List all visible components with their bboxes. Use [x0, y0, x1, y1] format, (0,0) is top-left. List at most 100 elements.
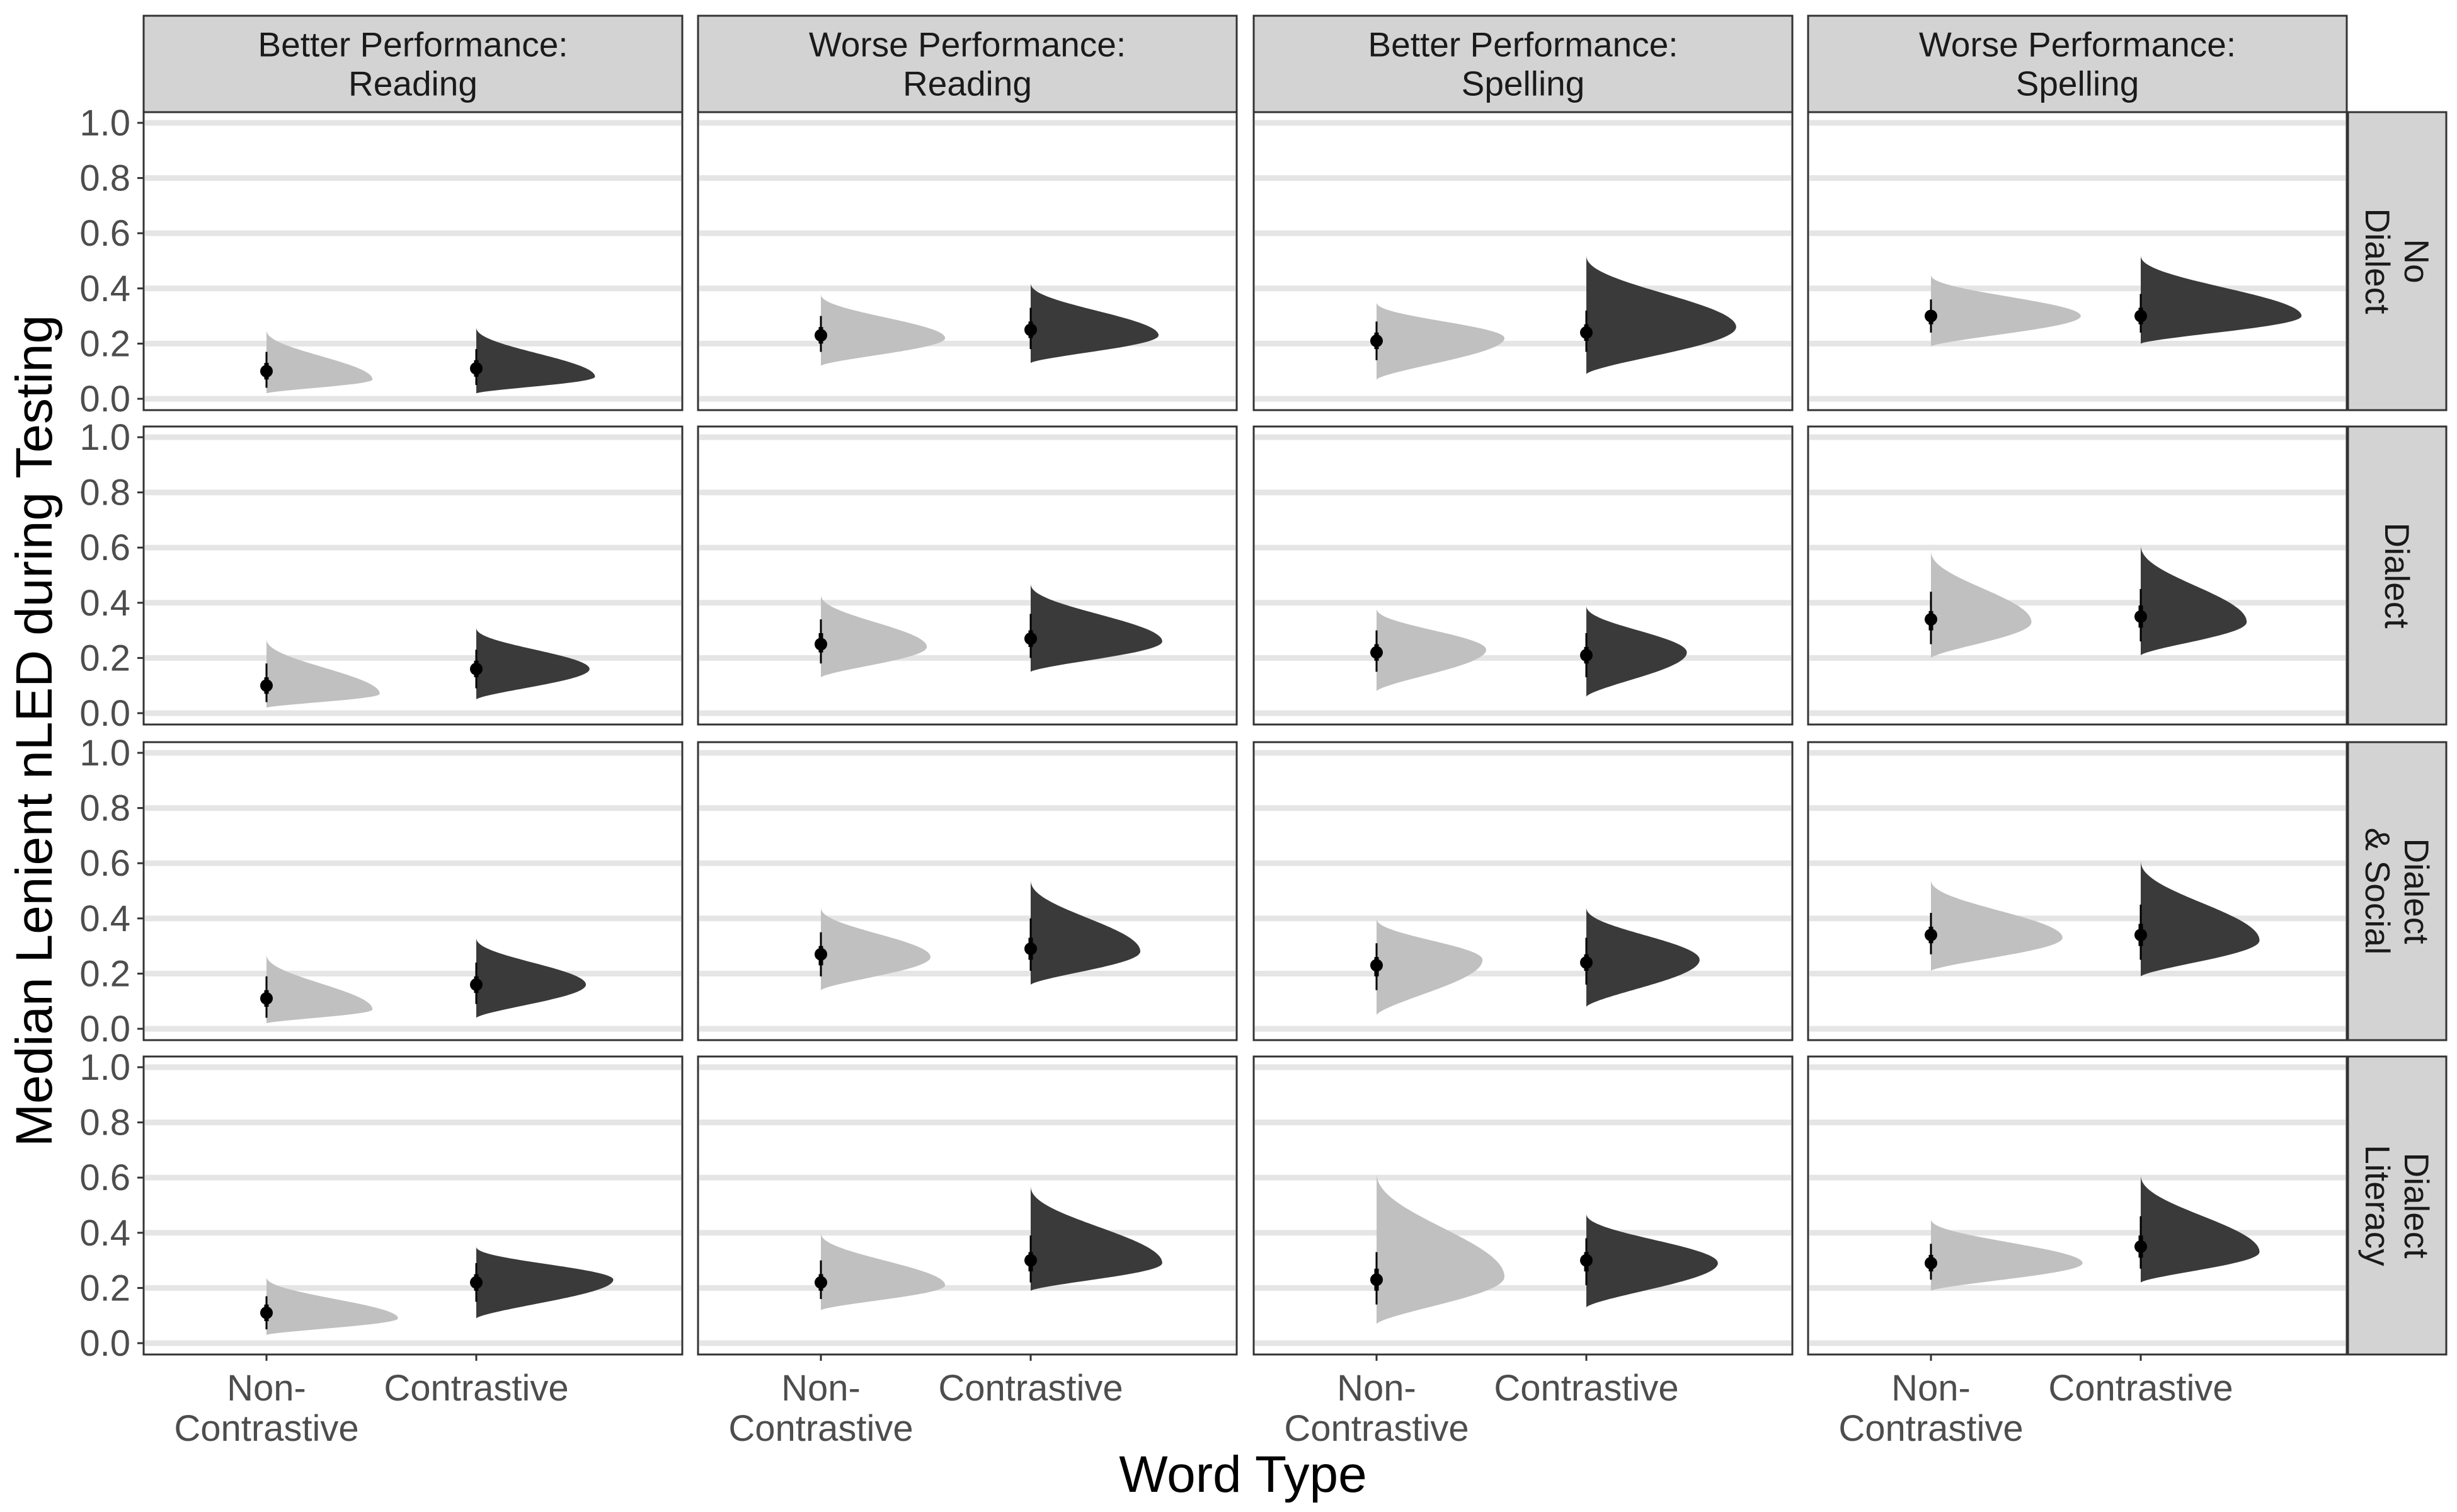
violin-contrastive [476, 327, 595, 394]
median-point [815, 948, 827, 961]
panel-border [142, 425, 684, 726]
y-tick-label: 0.6 [79, 843, 130, 884]
x-tick-label: Non- [1891, 1368, 1971, 1409]
y-axis-title: Median Lenient nLED during Testing [6, 315, 63, 1147]
violin-noncontrastive [266, 954, 373, 1024]
panel-border [1252, 425, 1794, 726]
x-tick-label: Contrastive [1838, 1408, 2023, 1449]
y-tick-label: 0.4 [79, 268, 130, 309]
violin-contrastive [476, 937, 586, 1018]
violin-noncontrastive [1931, 1218, 2083, 1291]
violin-contrastive [2141, 860, 2260, 976]
panel-border [1807, 1055, 2348, 1356]
median-point [2134, 610, 2147, 623]
facet-panel [142, 425, 684, 726]
row-strip [2347, 741, 2448, 1041]
y-tick-label: 0.0 [79, 379, 130, 420]
violin-noncontrastive [1931, 550, 2032, 658]
median-point [470, 1276, 483, 1289]
median-point [1024, 632, 1037, 645]
violin-noncontrastive [1931, 879, 2063, 971]
row-strip-label: Dialect [2378, 522, 2417, 628]
violin-noncontrastive [821, 294, 946, 366]
panel-border [1252, 741, 1794, 1041]
column-strip-label: Better Performance: [1368, 25, 1678, 64]
row-strip-label: & Social [2358, 828, 2397, 955]
y-tick-label: 0.0 [79, 1009, 130, 1050]
x-tick-label: Contrastive [938, 1368, 1123, 1409]
x-tick-label: Contrastive [2048, 1368, 2233, 1409]
facet-panel [697, 1055, 1238, 1356]
y-tick-label: 0.0 [79, 1323, 130, 1364]
row-strip-label: Literacy [2358, 1145, 2397, 1266]
panel-border [1807, 111, 2348, 411]
violin-contrastive [1031, 583, 1162, 672]
median-point [1580, 1254, 1593, 1267]
x-axis-title: Word Type [1119, 1446, 1367, 1503]
violin-noncontrastive [266, 638, 380, 708]
facet-panel [697, 111, 1238, 411]
facet-panels [142, 111, 2348, 1356]
median-point [1925, 309, 1937, 323]
violin-contrastive [1586, 605, 1687, 697]
violin-noncontrastive [821, 907, 931, 990]
panel-border [1252, 111, 1794, 411]
violin-contrastive [1586, 1213, 1718, 1308]
median-point [1580, 649, 1593, 662]
panel-border [1807, 425, 2348, 726]
y-tick-label: 0.2 [79, 638, 130, 679]
column-strip-label: Worse Performance: [1919, 25, 2236, 64]
facet-panel [1252, 425, 1794, 726]
x-tick-label: Contrastive [384, 1368, 568, 1409]
panel-border [1252, 1055, 1794, 1356]
violin-noncontrastive [1377, 608, 1486, 691]
violin-contrastive [2141, 544, 2247, 656]
y-tick-label: 0.4 [79, 1213, 130, 1254]
violin-contrastive [1031, 1186, 1162, 1291]
median-point [1925, 613, 1937, 626]
median-point [815, 638, 827, 651]
facet-panel [1807, 425, 2348, 726]
violin-noncontrastive [266, 329, 373, 394]
violin-noncontrastive [266, 1276, 398, 1335]
row-strip-label: Dialect [2397, 838, 2436, 944]
y-tick-label: 0.8 [79, 158, 130, 199]
facet-panel [1807, 111, 2348, 411]
column-strip-label: Better Performance: [258, 25, 568, 64]
median-point [1370, 335, 1383, 348]
column-strip-label: Worse Performance: [809, 25, 1126, 64]
violin-contrastive [2141, 255, 2302, 344]
y-tick-label: 0.2 [79, 323, 130, 364]
x-tick-label: Contrastive [1284, 1408, 1469, 1449]
y-tick-label: 1.0 [79, 733, 130, 774]
violin-contrastive [1031, 879, 1140, 985]
y-tick-label: 0.2 [79, 1268, 130, 1309]
violin-noncontrastive [1377, 918, 1483, 1016]
median-point [1580, 956, 1593, 969]
median-point [1925, 929, 1937, 942]
violin-contrastive [476, 1246, 614, 1319]
violin-noncontrastive [821, 1232, 946, 1310]
median-point [2134, 309, 2147, 323]
panel-border [697, 111, 1238, 411]
y-tick-label: 0.4 [79, 898, 130, 939]
violin-noncontrastive [821, 594, 927, 678]
row-strip [2347, 425, 2448, 726]
violin-noncontrastive [1931, 274, 2081, 346]
column-strip-label: Spelling [2016, 64, 2139, 103]
facet-panel [1252, 741, 1794, 1041]
column-strip-label: Spelling [1462, 64, 1585, 103]
facet-panel [1807, 741, 2348, 1041]
median-point [1370, 646, 1383, 659]
row-strip-label: Dialect [2358, 208, 2397, 314]
column-strip [1252, 14, 1794, 113]
row-strip-label: No [2397, 239, 2436, 283]
row-strip [2347, 1055, 2448, 1356]
violin-contrastive [1586, 255, 1736, 374]
axes: 0.00.20.40.60.81.00.00.20.40.60.81.00.00… [79, 103, 2233, 1449]
median-point [2134, 1240, 2147, 1253]
column-strip [1807, 14, 2348, 113]
facet-panel [1252, 1055, 1794, 1356]
violin-noncontrastive [1377, 1174, 1504, 1324]
